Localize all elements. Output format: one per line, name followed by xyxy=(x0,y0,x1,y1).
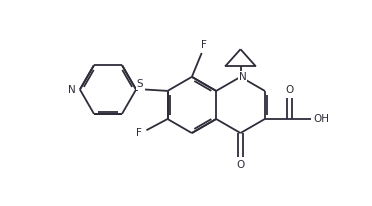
Text: F: F xyxy=(136,128,142,138)
Text: N: N xyxy=(238,72,246,82)
Text: O: O xyxy=(285,85,294,95)
Text: N: N xyxy=(68,84,76,95)
Text: F: F xyxy=(201,40,206,50)
Text: S: S xyxy=(137,80,143,89)
Text: OH: OH xyxy=(314,114,330,124)
Text: O: O xyxy=(236,160,245,170)
